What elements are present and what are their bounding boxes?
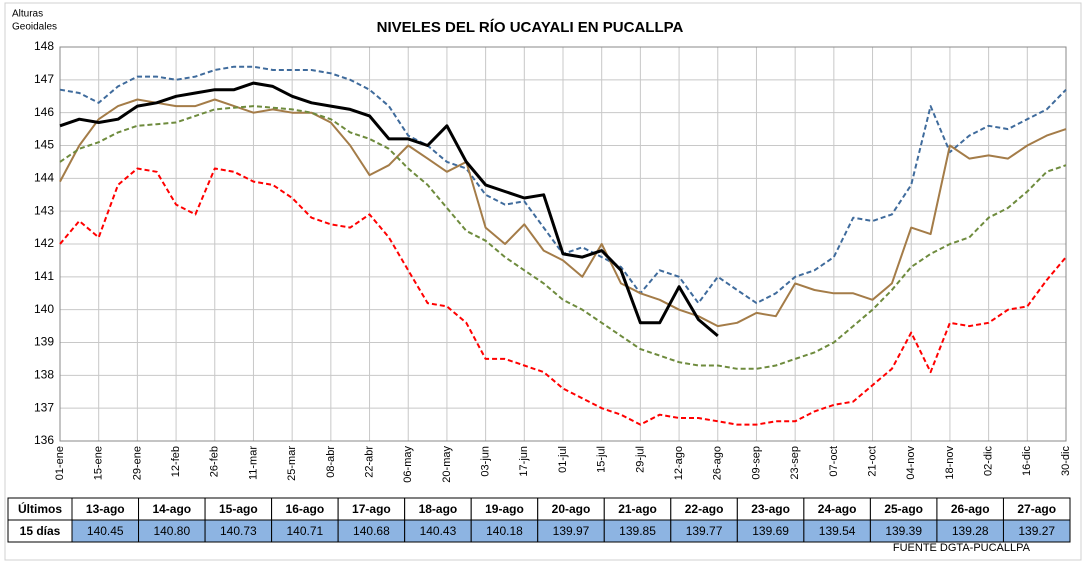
y-tick-label: 142	[34, 236, 54, 250]
table-text: 16-ago	[286, 502, 325, 516]
x-tick-label: 15-ene	[93, 446, 105, 480]
table-text: 139.97	[553, 524, 590, 538]
x-tick-label: 06-may	[402, 446, 414, 483]
y-tick-label: 145	[34, 138, 54, 152]
series-line	[59, 98, 1067, 328]
table-cell	[1002, 519, 1071, 543]
table-text: 21-ago	[618, 502, 657, 516]
x-tick-label: 25-mar	[286, 446, 298, 481]
table-text: 140.18	[486, 524, 523, 538]
x-tick-label: 03-jun	[480, 446, 492, 477]
y-label: Alturas	[12, 9, 43, 20]
x-tick-label: 01-ene	[54, 446, 66, 480]
source: FUENTE DGTA-PUCALLPA	[893, 542, 1031, 554]
x-tick-label: 09-sep	[750, 446, 762, 480]
table-text: 139.85	[619, 524, 656, 538]
y-tick-label: 144	[34, 171, 54, 185]
x-tick-label: 30-dic	[1060, 446, 1072, 476]
table-text: 19-ago	[485, 502, 524, 516]
table-text: 25-ago	[884, 502, 923, 516]
y-tick-label: 148	[34, 39, 54, 53]
x-tick-label: 02-dic	[983, 446, 995, 476]
table-text: 140.68	[353, 524, 390, 538]
table-text: 140.80	[153, 524, 190, 538]
table-text: 139.39	[885, 524, 922, 538]
series-line	[59, 167, 1067, 426]
x-tick-label: 20-may	[441, 446, 453, 483]
table-text: 140.73	[220, 524, 257, 538]
y-tick-label: 147	[34, 72, 54, 86]
table-text: 24-ago	[818, 502, 857, 516]
table-text: 139.28	[952, 524, 989, 538]
table-text: Últimos	[18, 501, 62, 516]
x-tick-label: 29-ene	[131, 446, 143, 480]
table-text: 13-ago	[86, 502, 125, 516]
table-text: 139.77	[686, 524, 723, 538]
y-tick-label: 137	[34, 400, 54, 414]
table-text: 140.71	[287, 524, 324, 538]
x-tick-label: 04-nov	[905, 446, 917, 480]
chart-title: NIVELES DEL RÍO UCAYALI EN PUCALLPA	[377, 19, 684, 36]
x-tick-label: 07-oct	[828, 446, 840, 477]
y-tick-label: 140	[34, 302, 54, 316]
x-tick-label: 26-ago	[712, 446, 724, 480]
y-tick-label: 141	[34, 269, 54, 283]
x-tick-label: 01-jul	[557, 446, 569, 473]
table-text: 23-ago	[751, 502, 790, 516]
x-tick-label: 21-oct	[866, 446, 878, 477]
table-text: 18-ago	[419, 502, 458, 516]
frame	[4, 2, 1082, 561]
x-tick-label: 29-jul	[634, 446, 646, 473]
table-text: 27-ago	[1017, 502, 1056, 516]
y-tick-label: 146	[34, 105, 54, 119]
series-line	[59, 81, 719, 338]
x-tick-label: 12-feb	[170, 446, 182, 477]
x-tick-label: 22-abr	[363, 446, 375, 478]
table-text: 14-ago	[152, 502, 191, 516]
y-label: Geoidales	[12, 22, 57, 33]
table-text: 15-ago	[219, 502, 258, 516]
x-tick-label: 15-jul	[596, 446, 608, 473]
x-tick-label: 16-dic	[1021, 446, 1033, 476]
x-tick-label: 26-feb	[209, 446, 221, 477]
table-text: 139.54	[819, 524, 856, 538]
table-text: 139.27	[1018, 524, 1055, 538]
table-text: 140.43	[420, 524, 457, 538]
table-text: 20-ago	[552, 502, 591, 516]
table-text: 17-ago	[352, 502, 391, 516]
y-tick-label: 139	[34, 335, 54, 349]
x-tick-label: 11-mar	[247, 446, 259, 480]
y-tick-label: 138	[34, 368, 54, 382]
series-line	[59, 105, 1067, 370]
table-text: 140.45	[87, 524, 124, 538]
x-tick-label: 12-ago	[673, 446, 685, 480]
x-tick-label: 23-sep	[789, 446, 801, 480]
x-tick-label: 18-nov	[944, 446, 956, 480]
table-text: 15 días	[20, 524, 61, 538]
x-tick-label: 08-abr	[325, 446, 337, 478]
table-text: 22-ago	[685, 502, 724, 516]
table-text: 26-ago	[951, 502, 990, 516]
x-tick-label: 17-jun	[518, 446, 530, 477]
table-text: 139.69	[752, 524, 789, 538]
y-tick-label: 143	[34, 203, 54, 217]
y-tick-label: 136	[34, 433, 54, 447]
